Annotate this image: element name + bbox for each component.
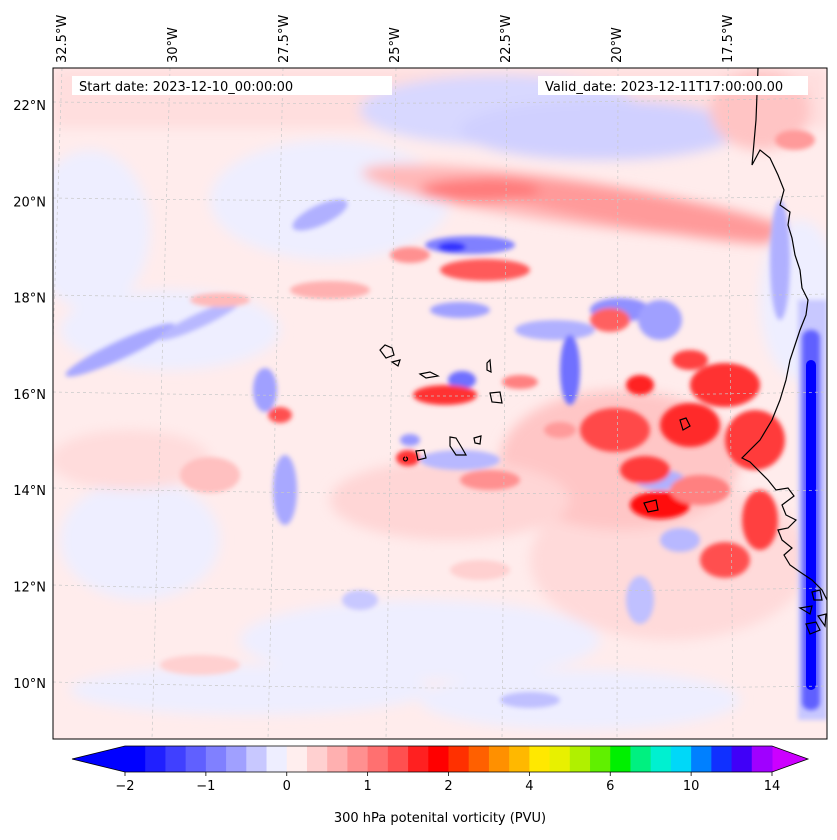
colorbar-segment bbox=[367, 746, 389, 772]
colorbar-segment bbox=[246, 746, 268, 772]
latitude-label: 14°N bbox=[13, 484, 46, 499]
colorbar-tick-label: 0 bbox=[283, 779, 291, 794]
longitude-label: 22.5°W bbox=[499, 15, 514, 63]
colorbar-segment bbox=[165, 746, 187, 772]
latitude-label: 18°N bbox=[13, 292, 46, 307]
colorbar-segment bbox=[125, 746, 146, 772]
map-frame bbox=[52, 67, 828, 740]
colorbar-segment bbox=[488, 746, 510, 772]
colorbar-segment bbox=[205, 746, 227, 772]
colorbar-segment bbox=[549, 746, 571, 772]
longitude-label: 32.5°W bbox=[55, 15, 70, 63]
west-african-coastline bbox=[740, 68, 827, 601]
colorbar-segment bbox=[670, 746, 692, 772]
colorbar-tick-label: 2 bbox=[444, 779, 452, 794]
colorbar-over-extension bbox=[772, 746, 808, 772]
colorbar-segment bbox=[590, 746, 611, 772]
colorbar-segment bbox=[408, 746, 429, 772]
colorbar-segment bbox=[226, 746, 247, 772]
colorbar-segment bbox=[569, 746, 591, 772]
latitude-label: 16°N bbox=[13, 388, 46, 403]
colorbar-segment bbox=[347, 746, 369, 772]
valid-date-box bbox=[538, 76, 808, 95]
pv-coastal-minimum-band bbox=[798, 300, 827, 720]
cape-verde-islands bbox=[379, 344, 503, 462]
colorbar-segment bbox=[185, 746, 207, 772]
map-coastlines bbox=[379, 68, 827, 635]
longitude-label: 27.5°W bbox=[277, 15, 292, 63]
longitude-label: 17.5°W bbox=[721, 15, 736, 63]
colorbar-segment bbox=[711, 746, 733, 772]
colorbar: −2 −1 0 1 2 4 6 10 14 bbox=[71, 745, 810, 794]
colorbar-segment bbox=[428, 746, 449, 772]
colorbar-label: 300 hPa potenital vorticity (PVU) bbox=[334, 811, 546, 826]
longitude-labels: 32.5°W 30°W 27.5°W 25°W 22.5°W 20°W 17.5°W bbox=[55, 15, 736, 63]
start-date-box bbox=[72, 76, 392, 95]
latitude-label: 20°N bbox=[13, 195, 46, 210]
map-panel: Start date: 2023-12-10_00:00:00 Valid_da… bbox=[53, 68, 827, 739]
colorbar-tick-label: −1 bbox=[196, 779, 215, 794]
colorbar-segment bbox=[387, 746, 409, 772]
colorbar-segment bbox=[751, 746, 773, 772]
bijagos-islands bbox=[643, 417, 827, 635]
pv-field-features bbox=[65, 130, 815, 708]
colorbar-segment bbox=[731, 746, 753, 772]
colorbar-tick-label: 4 bbox=[525, 779, 533, 794]
colorbar-under-extension bbox=[72, 746, 125, 772]
colorbar-segment bbox=[448, 746, 470, 772]
longitude-label: 20°W bbox=[610, 27, 625, 63]
longitude-label: 25°W bbox=[388, 27, 403, 63]
start-date-text: Start date: 2023-12-10_00:00:00 bbox=[79, 80, 293, 95]
latitude-label: 22°N bbox=[13, 99, 46, 114]
colorbar-segment bbox=[145, 746, 166, 772]
colorbar-tick-label: 6 bbox=[606, 779, 614, 794]
latitude-label: 12°N bbox=[13, 581, 46, 596]
colorbar-tick-label: 10 bbox=[683, 779, 700, 794]
colorbar-segment bbox=[468, 746, 490, 772]
colorbar-segment bbox=[306, 746, 328, 772]
valid-date-text: Valid_date: 2023-12-11T17:00:00.00 bbox=[545, 80, 783, 95]
colorbar-segment bbox=[610, 746, 631, 772]
colorbar-segment bbox=[691, 746, 712, 772]
colorbar-tick-label: −2 bbox=[115, 779, 134, 794]
colorbar-segment bbox=[509, 746, 530, 772]
latitude-label: 10°N bbox=[13, 677, 46, 692]
colorbar-segment bbox=[286, 746, 308, 772]
colorbar-tick-label: 14 bbox=[764, 779, 781, 794]
longitude-label: 30°W bbox=[166, 27, 181, 63]
colorbar-segment bbox=[650, 746, 672, 772]
colorbar-segment bbox=[266, 746, 288, 772]
colorbar-segment bbox=[529, 746, 551, 772]
colorbar-segment bbox=[327, 746, 348, 772]
colorbar-segment bbox=[630, 746, 652, 772]
map-gridlines bbox=[53, 68, 827, 739]
colorbar-tick-label: 1 bbox=[363, 779, 371, 794]
latitude-labels: 22°N 20°N 18°N 16°N 14°N 12°N 10°N bbox=[13, 99, 46, 692]
date-labels: Start date: 2023-12-10_00:00:00 Valid_da… bbox=[72, 76, 808, 95]
